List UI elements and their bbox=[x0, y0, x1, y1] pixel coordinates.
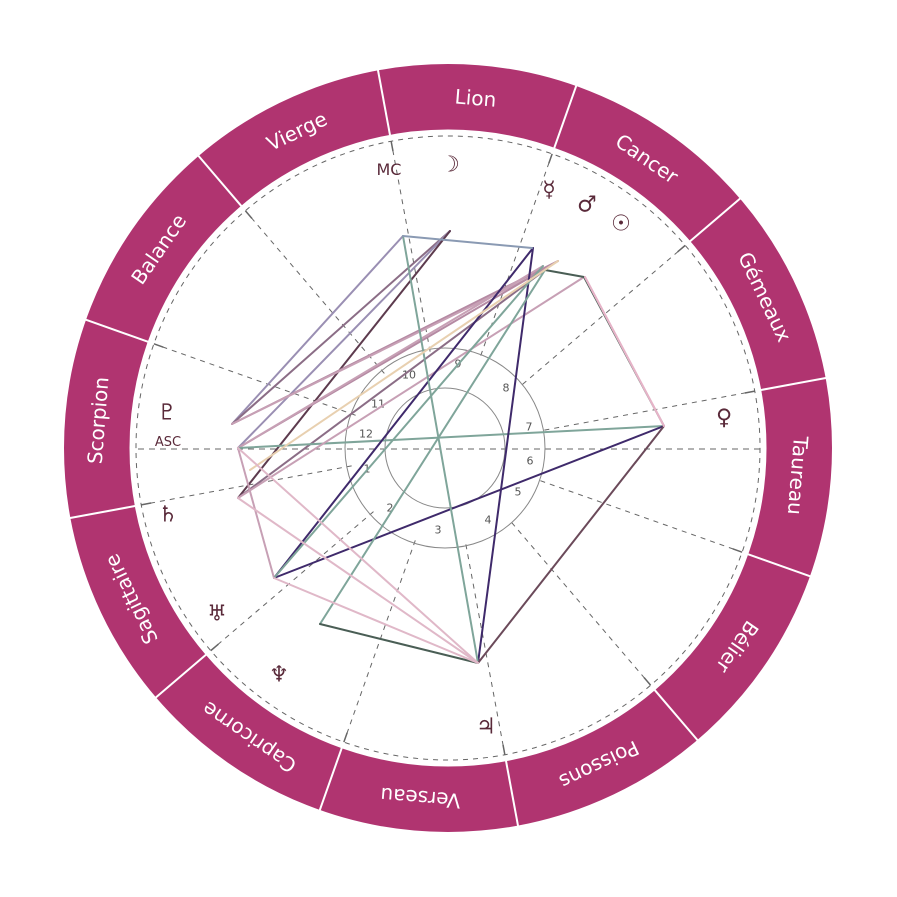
sign-divider bbox=[211, 511, 374, 650]
aspect-line bbox=[237, 497, 479, 664]
venus-glyph: ♀ bbox=[716, 406, 732, 431]
house-number: 10 bbox=[402, 369, 416, 382]
house-number: 7 bbox=[526, 421, 533, 434]
sign-boundary bbox=[746, 552, 812, 578]
sign-tick bbox=[153, 343, 164, 348]
sign-label: Lion bbox=[454, 84, 497, 111]
sign-tick bbox=[677, 244, 686, 253]
house-number: 12 bbox=[359, 428, 373, 441]
sign-tick bbox=[732, 548, 743, 553]
aspect-line bbox=[237, 425, 665, 449]
sign-tick bbox=[502, 744, 506, 755]
aspect-line bbox=[402, 235, 479, 664]
sun-glyph: ☉ bbox=[611, 212, 631, 237]
sign-boundary bbox=[653, 688, 699, 742]
house-number: 4 bbox=[485, 514, 492, 527]
zodiac-ring: LionCancerGémeauxTaureauBélierPoissonsVe… bbox=[64, 64, 832, 832]
aspect-line bbox=[237, 447, 479, 664]
aspect-line bbox=[319, 623, 479, 664]
aspect-line bbox=[477, 247, 534, 664]
sign-boundary bbox=[688, 197, 742, 243]
planet-glyphs: ☽ ☿ ♂ ☉ ♀ ♃ ♆ ♅ ♄ ♇ bbox=[157, 153, 732, 740]
aspect-lines bbox=[231, 230, 665, 664]
house-number: 2 bbox=[387, 502, 394, 515]
sign-tick bbox=[244, 210, 253, 219]
zodiac-band bbox=[64, 64, 832, 832]
pluto-glyph: ♇ bbox=[157, 401, 177, 426]
sign-boundary bbox=[504, 759, 520, 827]
aspect-line bbox=[237, 230, 451, 449]
house-number: 5 bbox=[515, 486, 522, 499]
mars-glyph: ♂ bbox=[577, 193, 597, 218]
sign-tick bbox=[343, 732, 348, 743]
sign-boundary bbox=[552, 84, 578, 150]
sign-divider bbox=[540, 480, 741, 552]
aspect-line bbox=[237, 447, 275, 579]
house-number: 3 bbox=[435, 524, 442, 537]
mercury-glyph: ☿ bbox=[542, 178, 556, 203]
mc-label: MC bbox=[377, 160, 402, 179]
sign-boundary bbox=[376, 69, 392, 137]
sign-boundary bbox=[318, 746, 344, 812]
sign-tick bbox=[744, 390, 755, 394]
sign-boundary bbox=[154, 653, 208, 699]
jupiter-glyph: ♃ bbox=[476, 715, 496, 740]
sign-tick bbox=[548, 153, 553, 164]
house-inner-circle bbox=[384, 387, 506, 509]
aspect-line bbox=[319, 269, 546, 625]
sign-divider-lines bbox=[135, 135, 761, 761]
sign-boundary bbox=[759, 376, 827, 392]
aspect-line bbox=[477, 425, 665, 664]
inner-dashed-circle bbox=[135, 135, 761, 761]
sign-divider bbox=[511, 522, 650, 685]
aspect-line bbox=[584, 276, 665, 427]
aspect-line bbox=[237, 269, 546, 499]
aspect-line bbox=[273, 577, 479, 664]
sign-tick bbox=[390, 141, 394, 152]
sign-tick bbox=[643, 677, 652, 686]
aspect-line bbox=[273, 265, 544, 579]
sign-tick bbox=[210, 643, 219, 652]
aspect-line bbox=[544, 269, 585, 278]
sign-boundary bbox=[197, 154, 243, 208]
aspect-line bbox=[273, 247, 534, 579]
aspect-line bbox=[237, 265, 544, 449]
aspect-line bbox=[237, 276, 585, 499]
neptune-glyph: ♆ bbox=[269, 663, 289, 688]
angle-axis-labels: MC ASC bbox=[155, 160, 402, 450]
saturn-glyph: ♄ bbox=[158, 503, 178, 528]
house-number: 6 bbox=[527, 455, 534, 468]
aspect-line bbox=[249, 260, 559, 471]
uranus-glyph: ♅ bbox=[207, 602, 227, 627]
house-number: 8 bbox=[503, 382, 510, 395]
aspect-line bbox=[231, 230, 451, 425]
sign-boundary bbox=[84, 318, 150, 344]
sign-boundary bbox=[69, 504, 137, 520]
house-outer-circle bbox=[344, 347, 546, 549]
ring-inner-edge bbox=[129, 129, 767, 767]
sign-divider bbox=[155, 344, 356, 416]
moon-glyph: ☽ bbox=[440, 153, 460, 178]
aspect-line bbox=[402, 235, 533, 249]
aspect-line bbox=[231, 235, 404, 425]
sign-tick bbox=[141, 502, 152, 506]
asc-label: ASC bbox=[155, 435, 181, 450]
aspect-line bbox=[273, 425, 665, 579]
